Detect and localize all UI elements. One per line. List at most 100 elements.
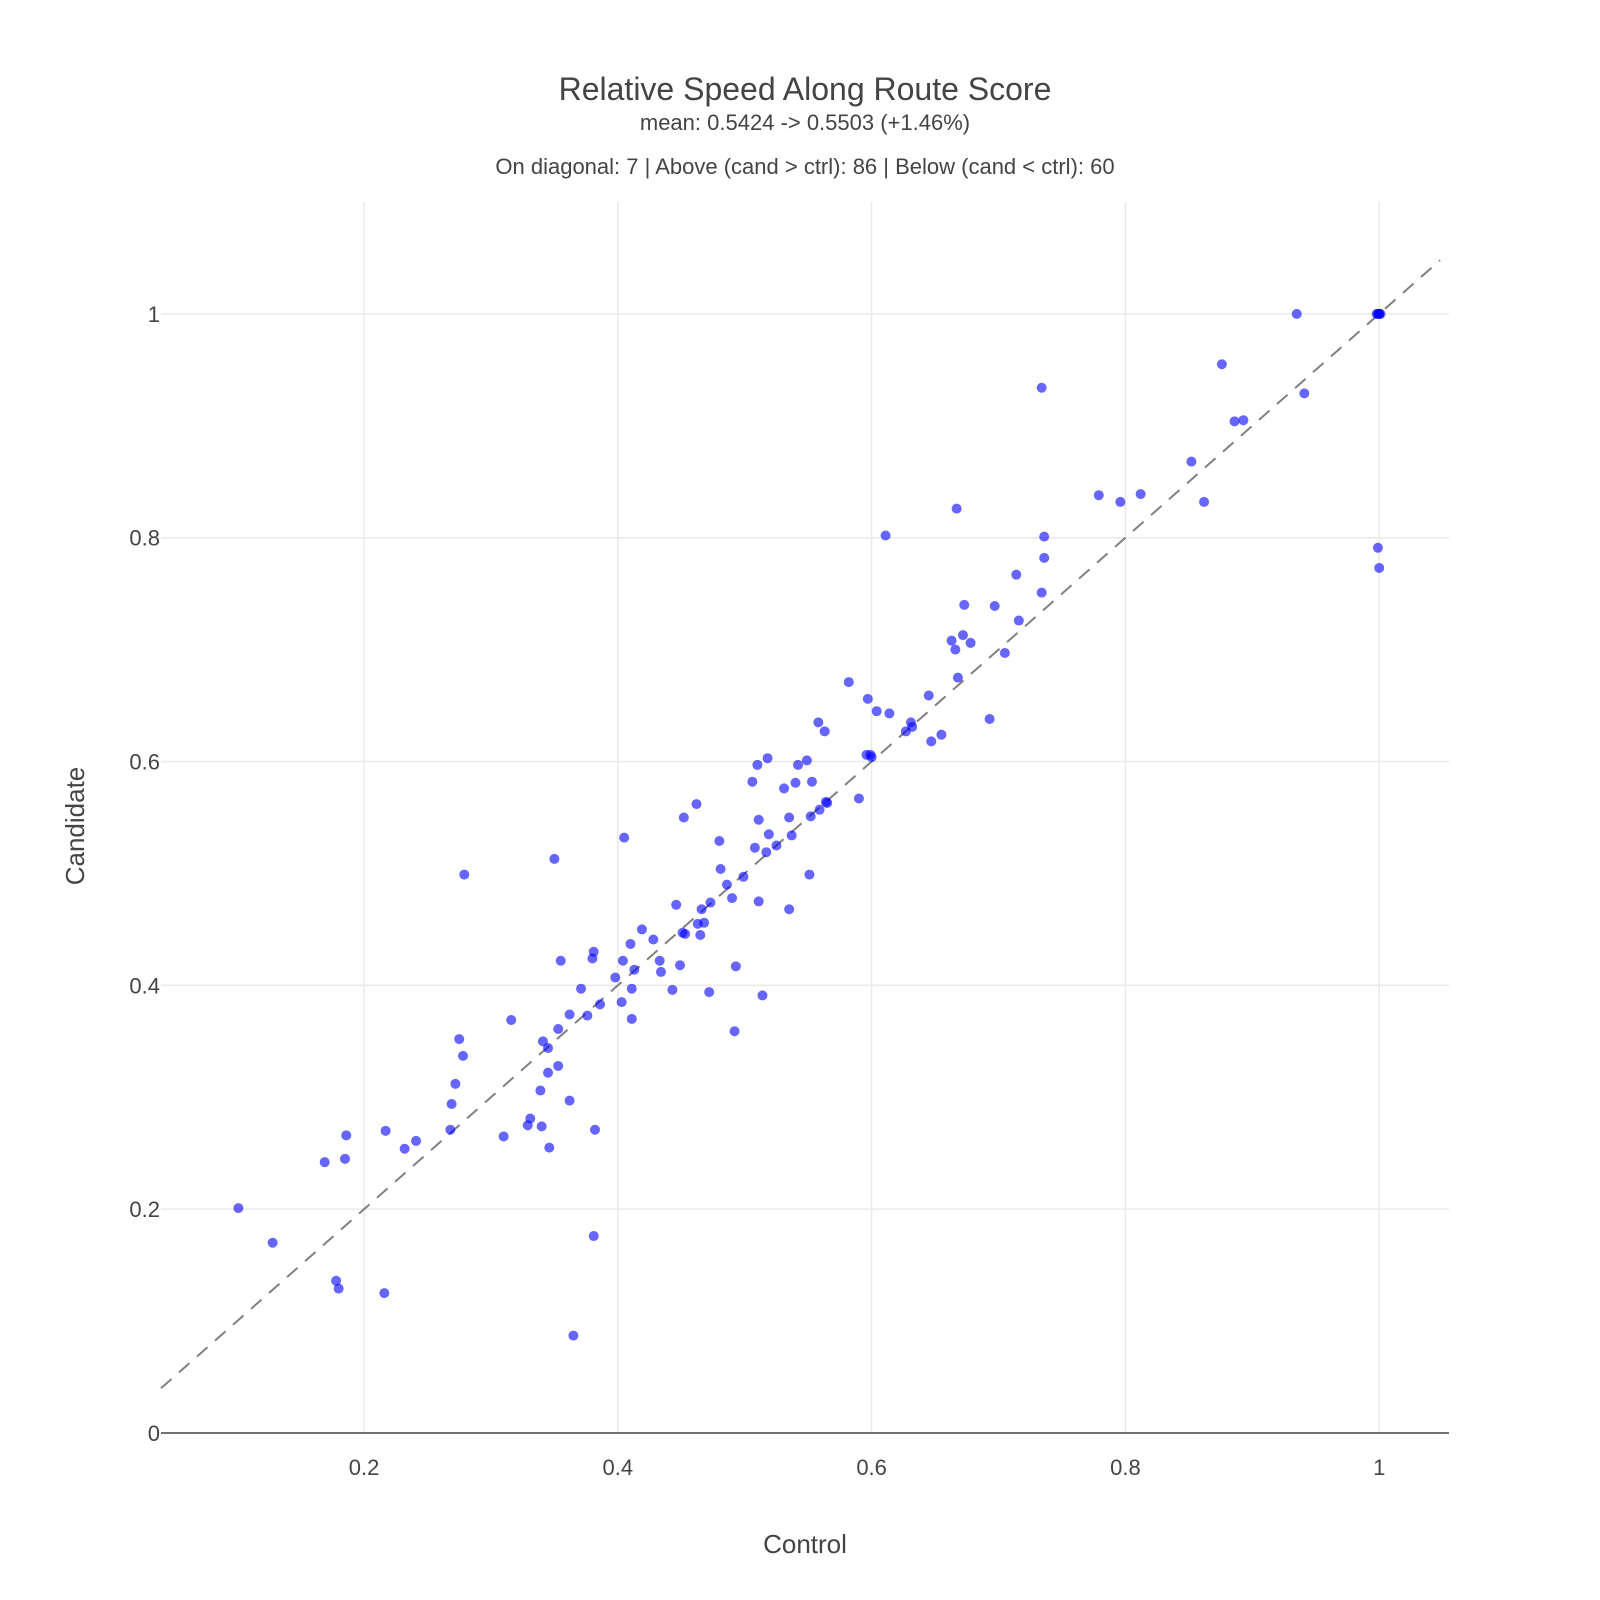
scatter-point (965, 637, 976, 648)
scatter-point (680, 928, 691, 939)
scatter-point (1036, 382, 1047, 393)
scatter-point (446, 1098, 457, 1109)
scatter-point (610, 972, 621, 983)
scatter-point (907, 721, 918, 732)
scatter-point (458, 1050, 469, 1061)
x-tick-label: 0.8 (1110, 1455, 1141, 1480)
y-tick-label: 0.6 (129, 750, 160, 775)
scatter-point (691, 799, 702, 810)
scatter-point (536, 1121, 547, 1132)
scatter-point (805, 811, 816, 822)
scatter-point (866, 752, 877, 763)
scatter-point (786, 830, 797, 841)
scatter-point (822, 797, 833, 808)
scatter-point (1375, 308, 1386, 319)
scatter-point (1238, 415, 1249, 426)
scatter-point (629, 964, 640, 975)
scatter-point (1216, 359, 1227, 370)
scatter-point (730, 961, 741, 972)
diagonal-line (160, 259, 1441, 1389)
scatter-point (950, 644, 961, 655)
scatter-point (636, 924, 647, 935)
scatter-point (553, 1060, 564, 1071)
scatter-point (568, 1330, 579, 1341)
scatter-point (555, 955, 566, 966)
scatter-point (678, 812, 689, 823)
scatter-point (814, 804, 825, 815)
scatter-point (721, 879, 732, 890)
scatter-point (871, 706, 882, 717)
scatter-point (1374, 562, 1385, 573)
y-tick-label: 0.8 (129, 526, 160, 551)
scatter-point (761, 847, 772, 858)
scatter-point (999, 647, 1010, 658)
scatter-point (784, 812, 795, 823)
scatter-point (675, 960, 686, 971)
scatter-point (331, 1275, 342, 1286)
scatter-point (862, 693, 873, 704)
scatter-point (588, 1231, 599, 1242)
scatter-point (379, 1288, 390, 1299)
scatter-point (959, 599, 970, 610)
scatter-point (715, 863, 726, 874)
scatter-point (752, 759, 763, 770)
chart-title: Relative Speed Along Route Score (559, 71, 1052, 107)
scatter-point (616, 997, 627, 1008)
scatter-point (853, 793, 864, 804)
scatter-point (747, 776, 758, 787)
scatter-point (654, 955, 665, 966)
scatter-point (576, 983, 587, 994)
y-tick-label: 0.2 (129, 1197, 160, 1222)
scatter-point (667, 984, 678, 995)
scatter-point (738, 871, 749, 882)
scatter-point (936, 729, 947, 740)
scatter-point (843, 677, 854, 688)
scatter-point (380, 1125, 391, 1136)
scatter-point (790, 777, 801, 788)
scatter-point (543, 1067, 554, 1078)
scatter-point (333, 1283, 344, 1294)
scatter-point (233, 1203, 244, 1214)
scatter-point (267, 1237, 278, 1248)
scatter-point (564, 1095, 575, 1106)
scatter-point (319, 1157, 330, 1168)
scatter-point (564, 1009, 575, 1020)
scatter-point (498, 1131, 509, 1142)
x-axis-title: Control (763, 1529, 847, 1559)
scatter-point (819, 726, 830, 737)
scatter-point (946, 635, 957, 646)
scatter-point (595, 999, 606, 1010)
scatter-point (459, 869, 470, 880)
scatter-point (714, 836, 725, 847)
scatter-point (696, 904, 707, 915)
scatter-point (989, 600, 1000, 611)
scatter-point (535, 1085, 546, 1096)
scatter-point (1011, 569, 1022, 580)
scatter-point (727, 893, 738, 904)
data-points (233, 308, 1386, 1341)
scatter-point (926, 736, 937, 747)
scatter-point (648, 934, 659, 945)
scatter-point (617, 955, 628, 966)
scatter-point (1199, 496, 1210, 507)
scatter-point (1372, 542, 1383, 553)
y-tick-label: 1 (148, 302, 160, 327)
scatter-point (553, 1024, 564, 1035)
scatter-point (582, 1010, 593, 1021)
scatter-point (951, 503, 962, 514)
scatter-point (704, 987, 715, 998)
scatter-point (341, 1130, 352, 1141)
scatter-point (1115, 496, 1126, 507)
scatter-point (806, 776, 817, 787)
scatter-point (626, 983, 637, 994)
scatter-point (411, 1135, 422, 1146)
scatter-point (1229, 416, 1240, 427)
scatter-point (340, 1153, 350, 1164)
scatter-point (695, 930, 706, 941)
scatter-point (525, 1113, 536, 1124)
scatter-point (1036, 587, 1047, 598)
scatter-point (784, 904, 795, 915)
y-tick-label: 0 (148, 1421, 160, 1446)
scatter-point (753, 896, 764, 907)
scatter-point (506, 1015, 517, 1026)
